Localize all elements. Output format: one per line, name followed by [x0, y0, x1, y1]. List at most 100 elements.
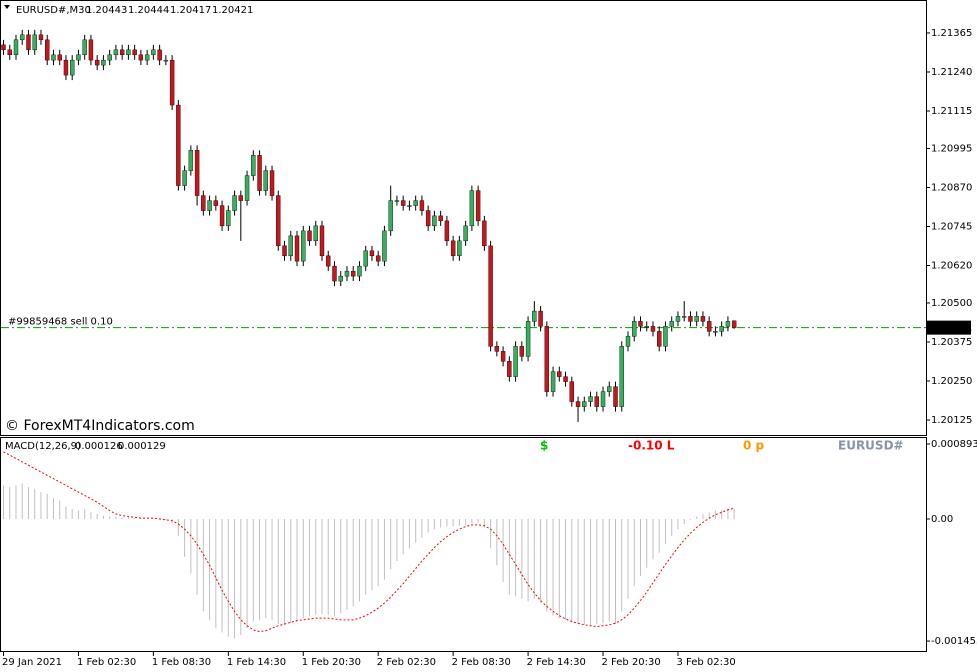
- candle-body: [38, 34, 44, 41]
- candle-body: [450, 240, 456, 257]
- x-tick-label: 29 Jan 2021: [2, 657, 62, 668]
- candle-body: [244, 175, 250, 201]
- candle-body: [663, 326, 668, 347]
- candle-body: [351, 270, 356, 277]
- candle-body: [257, 155, 262, 191]
- candle-body: [101, 59, 106, 66]
- candle-body: [157, 49, 162, 61]
- candle-body: [269, 170, 275, 196]
- candle-body: [307, 230, 312, 242]
- candle-body: [301, 230, 306, 262]
- candle-body: [719, 326, 724, 332]
- candle-body: [513, 346, 518, 377]
- candle-body: [688, 316, 693, 322]
- candle-body: [657, 331, 662, 347]
- candle-body: [644, 326, 649, 328]
- candle-body: [669, 321, 674, 327]
- candle-body: [713, 331, 718, 333]
- y-tick-label: 1.21240: [931, 67, 972, 78]
- candle-body: [326, 255, 331, 267]
- candle-body: [107, 54, 112, 61]
- candle-body: [94, 59, 100, 66]
- macd-panel: [0, 437, 927, 652]
- candle-body: [700, 316, 706, 322]
- candle-body: [650, 326, 656, 332]
- indicator-label: EURUSD#: [838, 439, 904, 453]
- candle-body: [682, 316, 687, 318]
- candle-body: [151, 49, 156, 56]
- x-tick-label: 1 Feb 20:30: [302, 657, 361, 668]
- candle-body: [188, 150, 194, 171]
- candle-body: [376, 255, 381, 262]
- candle-body: [251, 155, 256, 176]
- candle-body: [63, 59, 69, 76]
- order-label: #99859468 sell 0.10: [8, 317, 113, 328]
- candle-body: [413, 200, 418, 206]
- candle-body: [675, 316, 681, 322]
- candle-body: [369, 250, 375, 257]
- candle-body: [169, 59, 175, 106]
- candle-body: [294, 235, 300, 262]
- candle-body: [363, 250, 368, 267]
- candle-body: [119, 49, 125, 56]
- candle-body: [638, 321, 643, 327]
- candle-body: [113, 49, 119, 56]
- candle-body: [469, 190, 475, 227]
- candle-body: [475, 190, 481, 222]
- candle-body: [519, 346, 525, 357]
- candle-body: [263, 170, 268, 191]
- y-tick-label: 1.20125: [931, 415, 972, 426]
- candle-body: [575, 401, 581, 407]
- x-tick-label: 2 Feb 14:30: [527, 657, 586, 668]
- candle-body: [226, 210, 231, 227]
- candle-body: [144, 54, 150, 61]
- indicator-label: -0.10 L: [628, 439, 675, 453]
- candle-body: [457, 240, 462, 257]
- macd-title: MACD(12,26,9): [5, 441, 81, 452]
- candle-body: [632, 321, 637, 337]
- x-tick-label: 3 Feb 02:30: [676, 657, 735, 668]
- x-tick-label: 1 Feb 02:30: [77, 657, 136, 668]
- y-tick-label: 1.20870: [931, 182, 972, 193]
- candle-body: [582, 401, 587, 407]
- candle-body: [182, 170, 187, 186]
- candle-body: [557, 371, 562, 377]
- candle-body: [88, 39, 94, 61]
- candle-body: [550, 371, 556, 392]
- candle-body: [525, 321, 531, 357]
- candle-body: [494, 346, 500, 352]
- candle-body: [7, 49, 12, 56]
- candle-body: [538, 310, 543, 327]
- candle-body: [725, 321, 731, 327]
- candle-body: [20, 34, 25, 41]
- price-label: 1.20421: [931, 323, 972, 334]
- candle-body: [425, 210, 431, 227]
- candle-body: [731, 320, 737, 328]
- candle-body: [607, 386, 612, 392]
- candle-body: [482, 220, 487, 247]
- y-tick-label: 1.20620: [931, 261, 972, 272]
- candle-body: [432, 215, 437, 227]
- candle-body: [194, 150, 200, 196]
- candle-body: [382, 230, 387, 262]
- y-tick-label: 1.20745: [931, 221, 972, 232]
- candle-body: [82, 39, 87, 56]
- candle-body: [532, 310, 537, 322]
- y-tick-label: 1.21115: [931, 106, 972, 117]
- y-tick-label: -0.001453: [931, 636, 977, 647]
- candle-body: [69, 59, 75, 76]
- candle-body: [132, 49, 137, 56]
- candle-body: [276, 195, 281, 247]
- candle-body: [219, 205, 225, 227]
- header-close: 1.20421: [212, 5, 253, 16]
- candle-body: [13, 39, 19, 56]
- candle-body: [213, 200, 219, 206]
- indicator-label: $: [540, 439, 548, 453]
- candle-body: [207, 200, 212, 211]
- y-tick-label: 1.21365: [931, 28, 972, 39]
- y-tick-label: 1.20250: [931, 376, 972, 387]
- macd-value: 0.000126: [75, 441, 123, 452]
- candle-body: [407, 205, 412, 207]
- candle-body: [563, 376, 568, 382]
